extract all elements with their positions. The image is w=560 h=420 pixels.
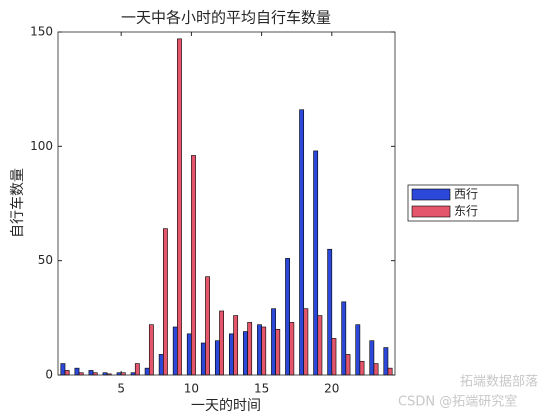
bar [158, 354, 164, 376]
bar [60, 363, 66, 376]
y-tick-label: 0 [45, 368, 53, 382]
bar [303, 308, 309, 376]
y-axis-label: 自行车数量 [9, 168, 26, 238]
bar [261, 326, 267, 376]
x-tick-label: 10 [184, 382, 199, 396]
bar [383, 347, 389, 376]
bar [148, 324, 154, 376]
x-tick-label: 5 [117, 382, 125, 396]
y-tick-label: 100 [30, 139, 53, 153]
bar [317, 315, 323, 376]
bar [88, 370, 94, 376]
bar [289, 322, 295, 376]
bar [271, 308, 276, 376]
bar [172, 326, 178, 376]
bar [214, 340, 220, 376]
bar [275, 328, 281, 376]
watermark: 拓端数据部落 [460, 375, 538, 390]
bar [327, 248, 333, 376]
bar [359, 360, 365, 376]
bar [229, 333, 234, 376]
bar [64, 370, 70, 376]
bar [134, 363, 140, 376]
bar [285, 258, 290, 376]
bar [313, 150, 319, 376]
chart-title: 一天中各小时的平均自行车数量 [121, 9, 331, 27]
bar [299, 109, 305, 376]
y-tick-label: 50 [38, 253, 53, 267]
bar [205, 276, 210, 376]
x-axis-label: 一天的时间 [191, 398, 261, 414]
x-tick-label: 20 [324, 382, 339, 396]
bar [387, 367, 393, 376]
bar [247, 322, 253, 376]
bar [233, 315, 239, 376]
bar [341, 301, 347, 376]
bar [373, 363, 379, 376]
bar [74, 367, 80, 376]
legend-text: 东行 [454, 204, 478, 218]
bar [243, 331, 248, 376]
bar [345, 354, 351, 376]
axes-box [57, 31, 396, 376]
legend-text: 西行 [454, 187, 478, 201]
bar [200, 342, 206, 376]
x-tick-label: 15 [254, 382, 269, 396]
legend-swatch [411, 205, 451, 218]
bar [177, 38, 182, 376]
bar [144, 367, 150, 376]
y-tick-label: 150 [30, 25, 53, 39]
bar [257, 324, 262, 376]
bar [191, 155, 196, 376]
bar [219, 310, 224, 376]
bar [163, 228, 168, 376]
bar [369, 340, 375, 376]
bar [186, 333, 192, 376]
bar [355, 324, 361, 376]
bar [331, 338, 337, 376]
watermark: CSDN @拓端研究室 [398, 394, 517, 410]
legend-swatch [411, 188, 451, 201]
